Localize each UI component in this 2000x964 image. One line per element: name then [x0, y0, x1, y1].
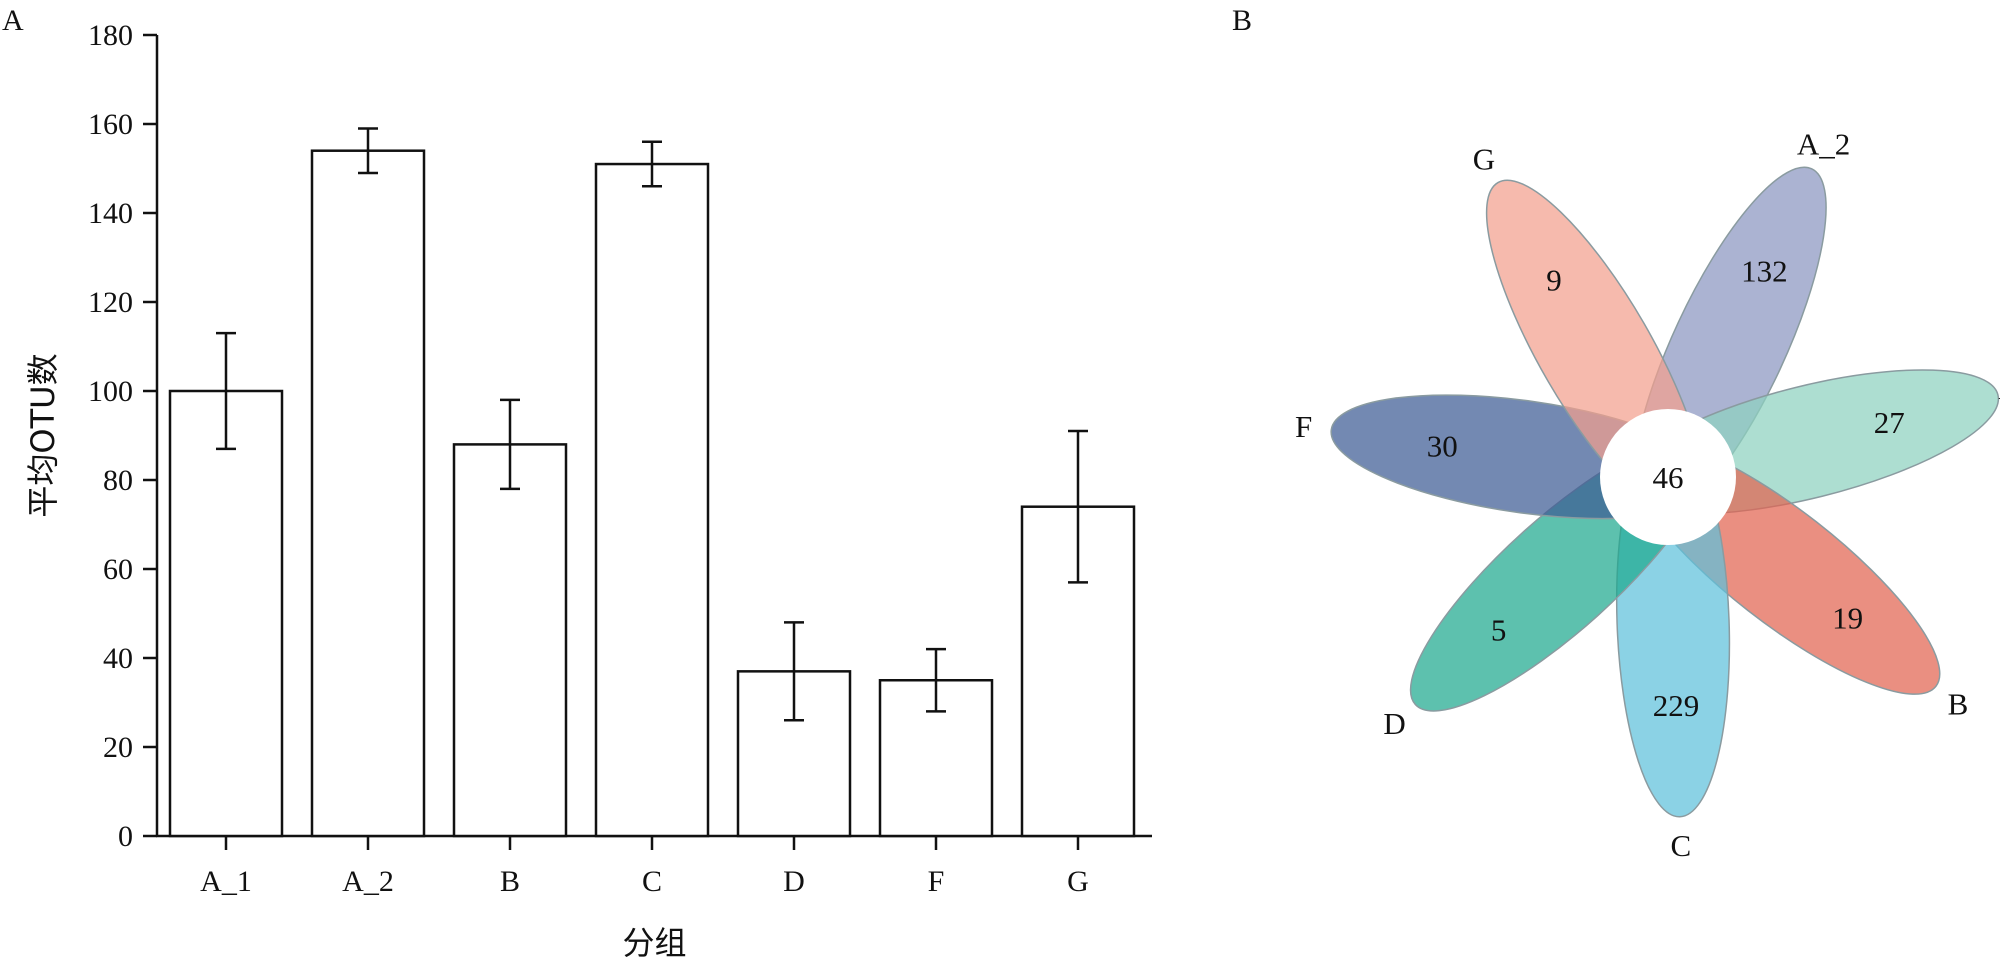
- y-tick-label: 80: [103, 464, 133, 497]
- y-tick-label: 0: [118, 820, 133, 853]
- y-tick-label: 140: [88, 197, 133, 230]
- y-tick-label: 100: [88, 375, 133, 408]
- venn-label-C: C: [1670, 828, 1691, 863]
- venn-count-F: 30: [1427, 428, 1458, 463]
- venn-label-F: F: [1295, 409, 1312, 444]
- y-tick-label: 20: [103, 731, 133, 764]
- venn-label-D: D: [1383, 706, 1405, 741]
- venn-count-A_2: 132: [1741, 253, 1788, 288]
- venn-label-A_1: A_1: [1998, 371, 2000, 406]
- y-tick-label: 160: [88, 108, 133, 141]
- x-tick-label: G: [1067, 865, 1089, 898]
- y-tick-label: 40: [103, 642, 133, 675]
- bar-A_2: [310, 149, 426, 838]
- venn-core-circle: [1600, 409, 1736, 545]
- venn-count-C: 229: [1653, 688, 1700, 723]
- panel-a-label: A: [2, 4, 24, 37]
- venn-count-D: 5: [1491, 613, 1507, 648]
- venn-label-B: B: [1948, 687, 1969, 722]
- y-tick-label: 120: [88, 286, 133, 319]
- x-tick-label: C: [642, 865, 662, 898]
- venn-label-G: G: [1473, 141, 1495, 176]
- venn-core-count: 46: [1653, 460, 1684, 495]
- y-tick-label: 60: [103, 553, 133, 586]
- venn-count-A_1: 27: [1874, 405, 1905, 440]
- y-tick-label: 180: [88, 19, 133, 52]
- x-tick-label: F: [928, 865, 945, 898]
- x-tick-label: A_2: [342, 865, 394, 898]
- bar-A_1: [168, 389, 284, 838]
- x-tick-label: A_1: [200, 865, 252, 898]
- bar-B: [452, 443, 568, 838]
- venn-count-B: 19: [1832, 600, 1863, 635]
- x-axis-title: 分组: [622, 924, 686, 962]
- x-tick-label: D: [783, 865, 805, 898]
- x-tick-label: B: [500, 865, 520, 898]
- y-axis-title: 平均OTU数: [24, 353, 62, 517]
- venn-count-G: 9: [1546, 263, 1562, 298]
- venn-label-A_2: A_2: [1797, 126, 1850, 161]
- panel-b-label: B: [1232, 4, 1253, 37]
- bar-chart: 0 20 40 60 80 100 120 140 160 180 平均OTU数 A_1 A_2 B C D F…: [24, 19, 1152, 962]
